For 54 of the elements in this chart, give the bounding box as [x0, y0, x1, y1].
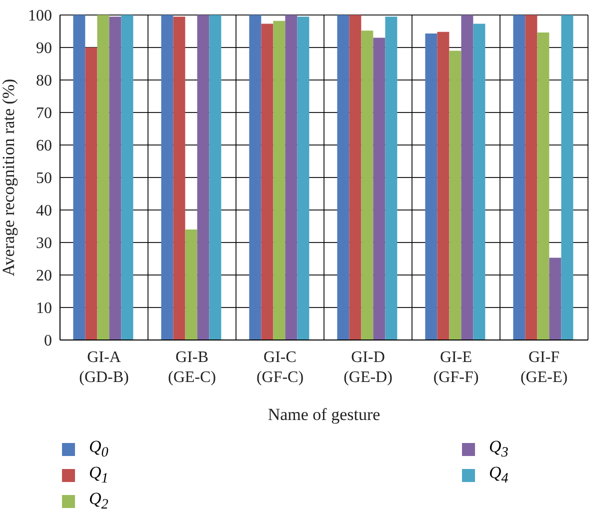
bar	[97, 15, 110, 340]
bar	[425, 34, 438, 340]
x-axis-title: Name of gesture	[268, 405, 380, 424]
bar	[85, 48, 98, 340]
y-tick-label: 80	[36, 72, 52, 90]
bar	[473, 24, 486, 340]
bar	[197, 15, 210, 340]
x-tick-label: GI-D (GE-D)	[344, 349, 392, 386]
y-tick-label: 0	[44, 332, 52, 350]
legend-label: Q$_{1}$	[89, 462, 108, 488]
y-tick-label: 10	[36, 300, 52, 318]
bar	[461, 15, 474, 340]
x-tick-label: GI-E (GF-F)	[433, 349, 479, 386]
x-tick-label: GI-A (GD-B)	[79, 349, 129, 386]
y-tick-label: 50	[36, 170, 52, 188]
y-tick-label: 70	[36, 105, 52, 122]
bar	[349, 15, 362, 340]
bar	[561, 15, 574, 340]
bar	[261, 24, 274, 340]
bar	[249, 15, 262, 340]
legend-label: Q$_{0}$	[89, 436, 108, 462]
y-tick-label: 40	[36, 202, 52, 220]
bar	[185, 230, 198, 340]
bar	[373, 38, 386, 340]
bar	[513, 15, 526, 340]
x-tick-label: GI-F (GE-E)	[520, 349, 568, 386]
bar	[337, 15, 350, 340]
y-tick-label: 100	[28, 8, 52, 25]
bar	[121, 15, 134, 340]
bar	[437, 32, 450, 340]
bar	[525, 15, 538, 340]
bar	[73, 15, 86, 340]
y-tick-label: 90	[36, 40, 52, 58]
y-axis-title: Average recognition rate (%)	[0, 78, 18, 276]
bar	[361, 30, 374, 340]
bar	[209, 15, 222, 340]
bar	[385, 16, 398, 340]
bar	[273, 20, 286, 340]
bar	[549, 258, 562, 340]
bar	[285, 15, 298, 340]
x-tick-label: GI-B (GE-C)	[168, 349, 216, 386]
bar	[297, 16, 310, 340]
legend-label: Q$_{4}$	[489, 462, 508, 488]
legend-label: Q$_{2}$	[89, 488, 108, 514]
y-tick-label: 60	[36, 138, 52, 155]
bar	[161, 15, 174, 340]
x-tick-label: GI-C (GF-C)	[256, 349, 304, 386]
bar	[537, 32, 550, 340]
bar	[173, 16, 186, 340]
y-tick-label: 30	[36, 235, 52, 252]
bar	[109, 16, 122, 340]
legend-label: Q$_{3}$	[489, 436, 508, 462]
y-tick-label: 20	[36, 268, 52, 285]
bar	[449, 50, 462, 340]
